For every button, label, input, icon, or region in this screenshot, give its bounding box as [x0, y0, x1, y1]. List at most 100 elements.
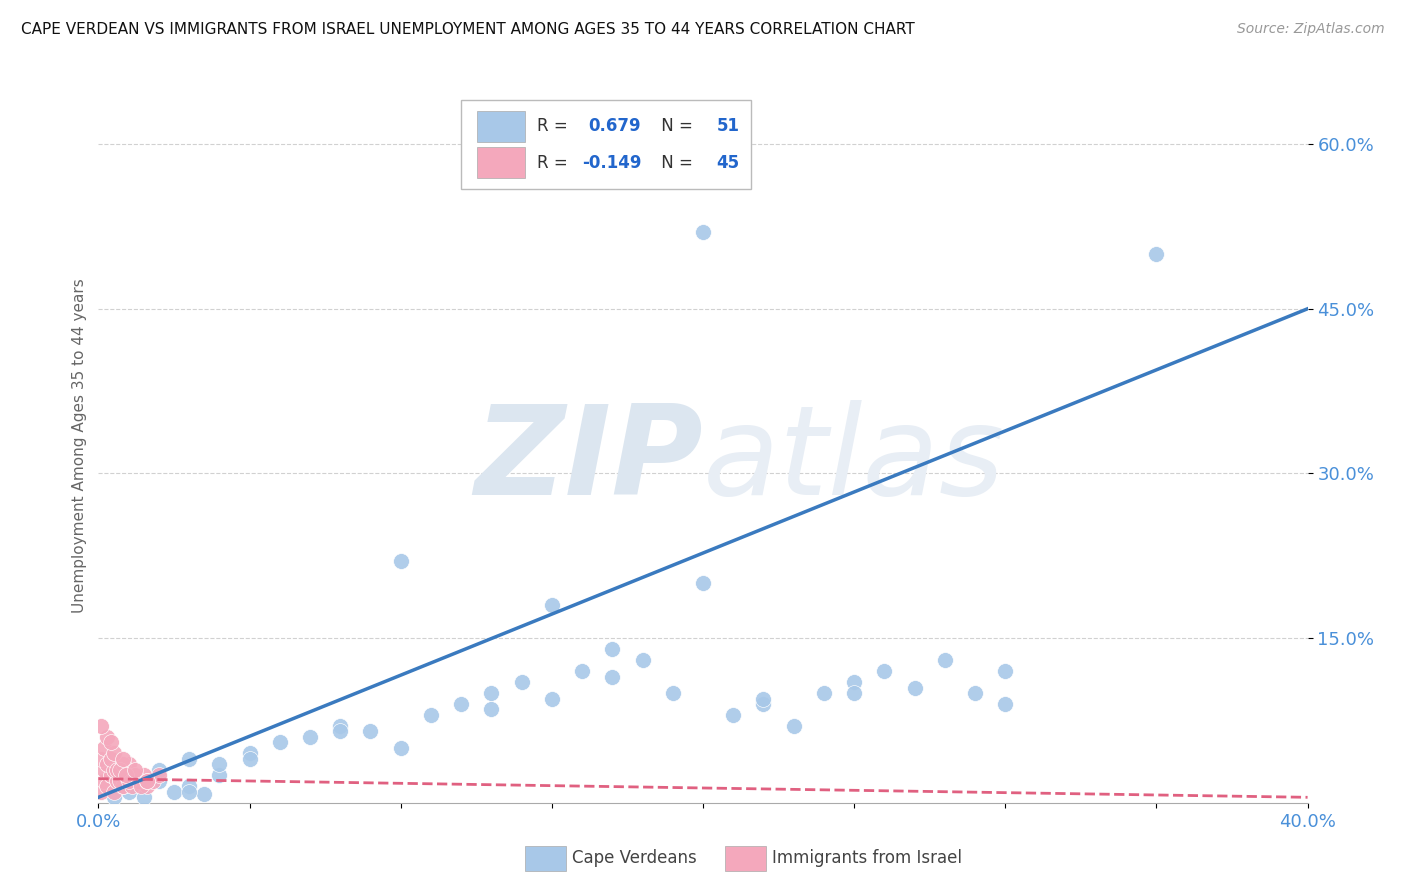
Point: [135, 773, 157, 788]
FancyBboxPatch shape: [724, 847, 766, 871]
Point: [631, 653, 654, 667]
Text: N =: N =: [655, 153, 697, 171]
Point: [179, 752, 201, 766]
Point: [90, 752, 112, 766]
Text: 0.679: 0.679: [588, 118, 641, 136]
Point: [105, 773, 128, 788]
Point: [844, 675, 866, 690]
Point: [783, 719, 806, 733]
Point: [124, 768, 146, 782]
Point: [934, 653, 956, 667]
Text: Immigrants from Israel: Immigrants from Israel: [772, 849, 962, 867]
Point: [389, 740, 412, 755]
Point: [108, 773, 131, 788]
Point: [108, 763, 131, 777]
Y-axis label: Unemployment Among Ages 35 to 44 years: Unemployment Among Ages 35 to 44 years: [72, 278, 87, 614]
Text: R =: R =: [537, 153, 574, 171]
Point: [1144, 247, 1167, 261]
Point: [844, 686, 866, 700]
Point: [299, 730, 322, 744]
Text: Cape Verdeans: Cape Verdeans: [572, 849, 697, 867]
Point: [813, 686, 835, 700]
Point: [127, 773, 149, 788]
Point: [163, 785, 186, 799]
Point: [602, 669, 624, 683]
Point: [103, 790, 125, 805]
FancyBboxPatch shape: [477, 147, 526, 178]
FancyBboxPatch shape: [461, 100, 751, 189]
Point: [571, 664, 593, 678]
Point: [121, 780, 143, 794]
Point: [103, 763, 125, 777]
Point: [148, 773, 170, 788]
Point: [129, 773, 152, 788]
Point: [269, 735, 291, 749]
Point: [723, 708, 745, 723]
Point: [752, 697, 775, 711]
Point: [510, 675, 533, 690]
FancyBboxPatch shape: [477, 111, 526, 142]
Point: [90, 719, 112, 733]
Point: [135, 780, 157, 794]
Point: [389, 554, 412, 568]
Point: [114, 768, 136, 782]
Point: [105, 763, 128, 777]
Point: [450, 697, 472, 711]
Point: [118, 773, 141, 788]
Point: [481, 702, 503, 716]
Point: [692, 576, 714, 591]
Point: [135, 773, 157, 788]
Point: [118, 773, 141, 788]
Point: [118, 773, 141, 788]
Point: [100, 752, 122, 766]
Point: [148, 763, 170, 777]
Point: [193, 787, 215, 801]
Point: [481, 686, 503, 700]
Point: [142, 773, 165, 788]
Text: ZIP: ZIP: [474, 400, 703, 521]
Point: [661, 686, 683, 700]
Point: [965, 686, 987, 700]
Point: [100, 735, 122, 749]
Point: [118, 785, 141, 799]
Text: -0.149: -0.149: [582, 153, 641, 171]
Point: [103, 763, 125, 777]
Point: [111, 780, 134, 794]
Text: Source: ZipAtlas.com: Source: ZipAtlas.com: [1237, 22, 1385, 37]
Point: [118, 757, 141, 772]
Point: [111, 752, 134, 766]
Point: [602, 642, 624, 657]
Point: [111, 780, 134, 794]
Point: [124, 763, 146, 777]
Point: [96, 780, 118, 794]
Point: [208, 768, 231, 782]
FancyBboxPatch shape: [526, 847, 567, 871]
Text: R =: R =: [537, 118, 574, 136]
Point: [208, 757, 231, 772]
Point: [239, 752, 262, 766]
Point: [904, 681, 927, 695]
Point: [360, 724, 382, 739]
Point: [420, 708, 443, 723]
Point: [132, 790, 155, 805]
Point: [239, 747, 262, 761]
Text: 45: 45: [716, 153, 740, 171]
Point: [96, 730, 118, 744]
Point: [329, 724, 352, 739]
Text: N =: N =: [655, 118, 697, 136]
Point: [108, 773, 131, 788]
Point: [114, 768, 136, 782]
Text: 51: 51: [716, 118, 740, 136]
Point: [124, 768, 146, 782]
Point: [540, 598, 562, 612]
Point: [93, 740, 115, 755]
Point: [111, 757, 134, 772]
Point: [132, 768, 155, 782]
Point: [103, 785, 125, 799]
Point: [873, 664, 896, 678]
Point: [105, 763, 128, 777]
Point: [148, 768, 170, 782]
Point: [129, 780, 152, 794]
Text: CAPE VERDEAN VS IMMIGRANTS FROM ISRAEL UNEMPLOYMENT AMONG AGES 35 TO 44 YEARS CO: CAPE VERDEAN VS IMMIGRANTS FROM ISRAEL U…: [21, 22, 915, 37]
Point: [540, 691, 562, 706]
